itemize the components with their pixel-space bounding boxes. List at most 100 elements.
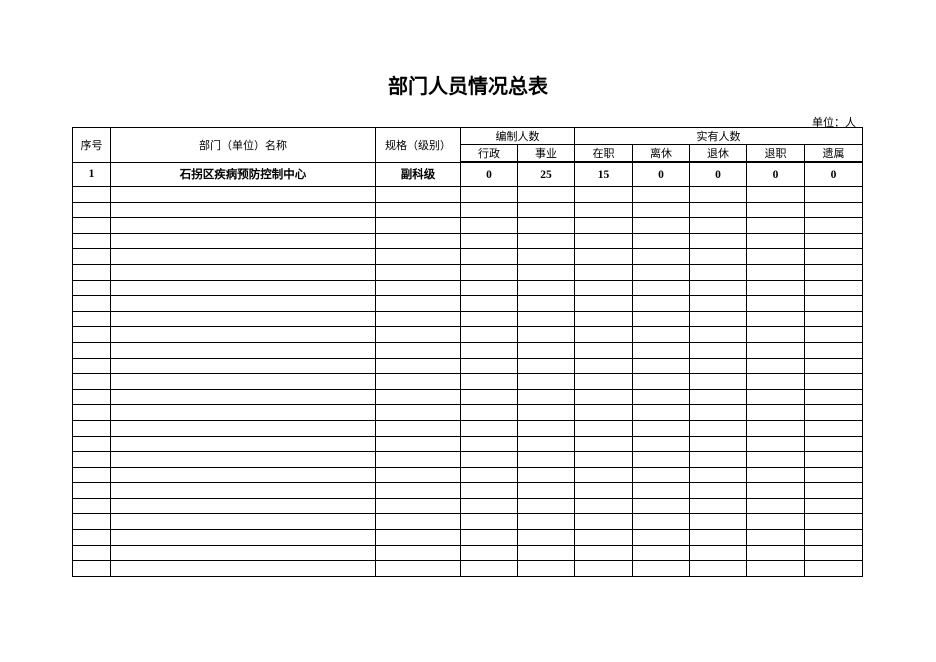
empty-cell [632, 310, 690, 328]
empty-cell [574, 544, 633, 562]
empty-cell [689, 404, 747, 421]
empty-cell [72, 513, 111, 531]
empty-cell [517, 451, 575, 468]
empty-cell [689, 482, 747, 499]
empty-cell [517, 326, 575, 343]
empty-cell [689, 201, 747, 219]
empty-cell [517, 341, 575, 359]
empty-cell [632, 544, 690, 562]
empty-cell [804, 497, 863, 515]
empty-cell [574, 435, 633, 453]
empty-cell [804, 419, 863, 437]
empty-cell [72, 232, 111, 250]
empty-cell [746, 232, 805, 250]
empty-cell [746, 482, 805, 499]
cell-seq: 1 [72, 161, 111, 187]
empty-cell [574, 248, 633, 265]
empty-cell [72, 279, 111, 297]
empty-cell [110, 513, 376, 531]
empty-cell [375, 310, 461, 328]
empty-cell [72, 482, 111, 499]
empty-table-row [72, 186, 863, 203]
empty-cell [689, 388, 747, 406]
empty-cell [375, 357, 461, 375]
header-institution: 事业 [517, 144, 575, 163]
empty-cell [110, 388, 376, 406]
empty-cell [632, 279, 690, 297]
empty-cell [574, 232, 633, 250]
page-title: 部门人员情况总表 [388, 74, 548, 98]
empty-cell [804, 357, 863, 375]
empty-cell [632, 451, 690, 468]
header-lixiu: 离休 [632, 144, 690, 163]
empty-cell [375, 279, 461, 297]
empty-cell [517, 388, 575, 406]
empty-table-row [72, 482, 863, 499]
empty-cell [72, 341, 111, 359]
empty-cell [375, 419, 461, 437]
empty-cell [460, 232, 518, 250]
empty-cell [460, 482, 518, 499]
unit-label: 单位：人 [812, 117, 856, 129]
empty-cell [517, 497, 575, 515]
empty-cell [746, 295, 805, 312]
empty-cell [110, 232, 376, 250]
empty-cell [110, 279, 376, 297]
cell-admin: 0 [460, 161, 518, 187]
empty-cell [689, 466, 747, 484]
empty-table-row [72, 341, 863, 359]
empty-cell [804, 279, 863, 297]
empty-cell [804, 482, 863, 499]
empty-cell [804, 310, 863, 328]
empty-cell [460, 560, 518, 577]
empty-cell [72, 310, 111, 328]
empty-cell [632, 373, 690, 390]
empty-cell [110, 419, 376, 437]
empty-cell [746, 513, 805, 531]
empty-cell [72, 357, 111, 375]
empty-cell [460, 295, 518, 312]
empty-cell [574, 373, 633, 390]
empty-cell [460, 248, 518, 265]
empty-cell [804, 513, 863, 531]
empty-cell [517, 310, 575, 328]
header-resigned: 退职 [746, 144, 805, 163]
cell-resigned: 0 [746, 161, 805, 187]
empty-table-row [72, 217, 863, 234]
empty-cell [375, 232, 461, 250]
empty-cell [574, 263, 633, 281]
empty-cell [460, 357, 518, 375]
empty-cell [72, 466, 111, 484]
empty-cell [72, 326, 111, 343]
empty-cell [746, 435, 805, 453]
empty-cell [689, 263, 747, 281]
empty-cell [460, 435, 518, 453]
empty-cell [110, 357, 376, 375]
header-seq: 序号 [72, 127, 111, 163]
header-dept: 部门（单位）名称 [110, 127, 376, 163]
empty-cell [689, 497, 747, 515]
empty-cell [804, 232, 863, 250]
empty-cell [689, 373, 747, 390]
empty-table-row [72, 373, 863, 390]
empty-cell [632, 186, 690, 203]
empty-cell [375, 466, 461, 484]
empty-cell [746, 451, 805, 468]
empty-cell [574, 513, 633, 531]
empty-cell [460, 373, 518, 390]
empty-cell [746, 544, 805, 562]
empty-cell [517, 404, 575, 421]
empty-cell [574, 560, 633, 577]
empty-cell [574, 466, 633, 484]
empty-cell [574, 326, 633, 343]
empty-cell [689, 186, 747, 203]
empty-cell [804, 404, 863, 421]
empty-cell [804, 326, 863, 343]
empty-cell [632, 560, 690, 577]
empty-cell [72, 186, 111, 203]
empty-cell [72, 544, 111, 562]
empty-cell [460, 404, 518, 421]
empty-table-row [72, 529, 863, 546]
empty-cell [110, 560, 376, 577]
empty-table-row [72, 466, 863, 484]
